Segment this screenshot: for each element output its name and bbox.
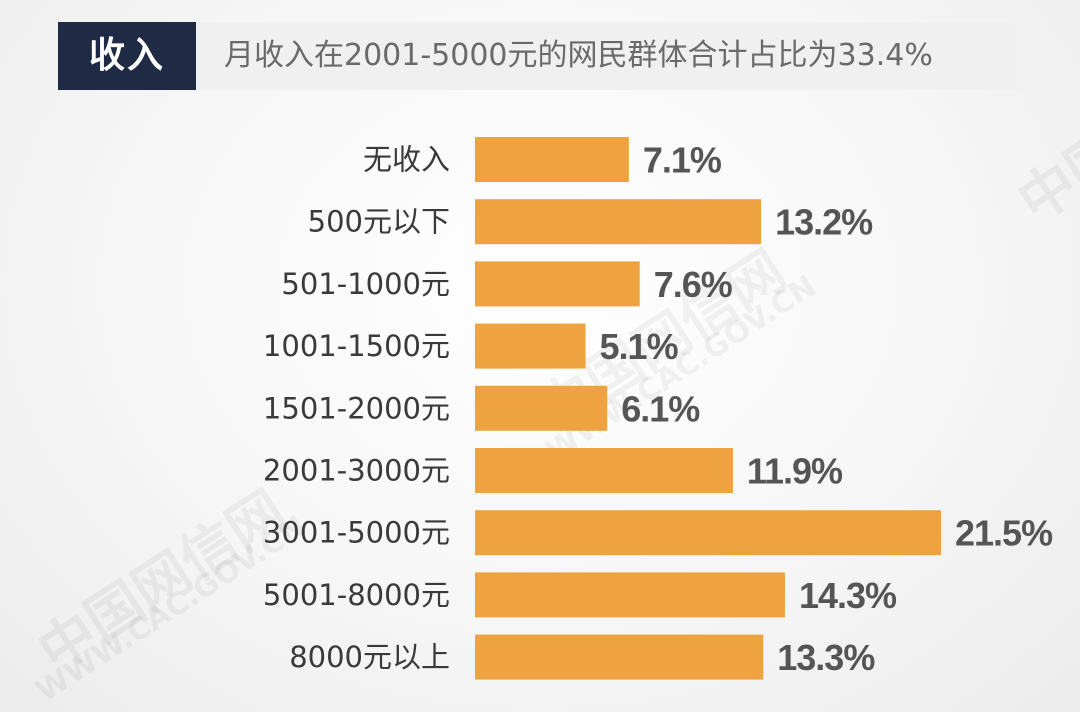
bar — [475, 323, 586, 369]
value-label: 14.3% — [799, 575, 897, 616]
category-label: 501-1000元 — [281, 267, 450, 301]
category-label: 3001-5000元 — [263, 516, 450, 550]
value-label: 7.1% — [643, 140, 722, 181]
bar — [475, 448, 733, 493]
category-label: 1501-2000元 — [263, 391, 450, 425]
category-label: 8000元以上 — [289, 640, 450, 674]
category-label: 500元以下 — [308, 205, 450, 239]
page-title: 月收入在2001-5000元的网民群体合计占比为33.4% — [224, 38, 933, 73]
bar — [475, 510, 941, 556]
bar — [475, 572, 785, 618]
bar — [475, 261, 640, 307]
value-label: 7.6% — [654, 264, 733, 305]
bar — [475, 137, 629, 182]
category-label: 5001-8000元 — [263, 578, 450, 612]
bar — [475, 199, 762, 245]
value-label: 11.9% — [747, 451, 843, 492]
value-label: 13.3% — [777, 637, 875, 678]
value-label: 21.5% — [955, 513, 1053, 554]
value-label: 5.1% — [600, 326, 679, 367]
category-label: 1001-1500元 — [263, 329, 450, 363]
header-bar — [58, 22, 1020, 90]
header-tag: 收入 — [58, 22, 196, 90]
value-label: 13.2% — [775, 202, 873, 243]
category-label: 2001-3000元 — [263, 454, 450, 488]
bar — [475, 634, 764, 680]
value-label: 6.1% — [621, 388, 700, 429]
category-label: 无收入 — [363, 143, 450, 177]
bar — [475, 385, 608, 431]
